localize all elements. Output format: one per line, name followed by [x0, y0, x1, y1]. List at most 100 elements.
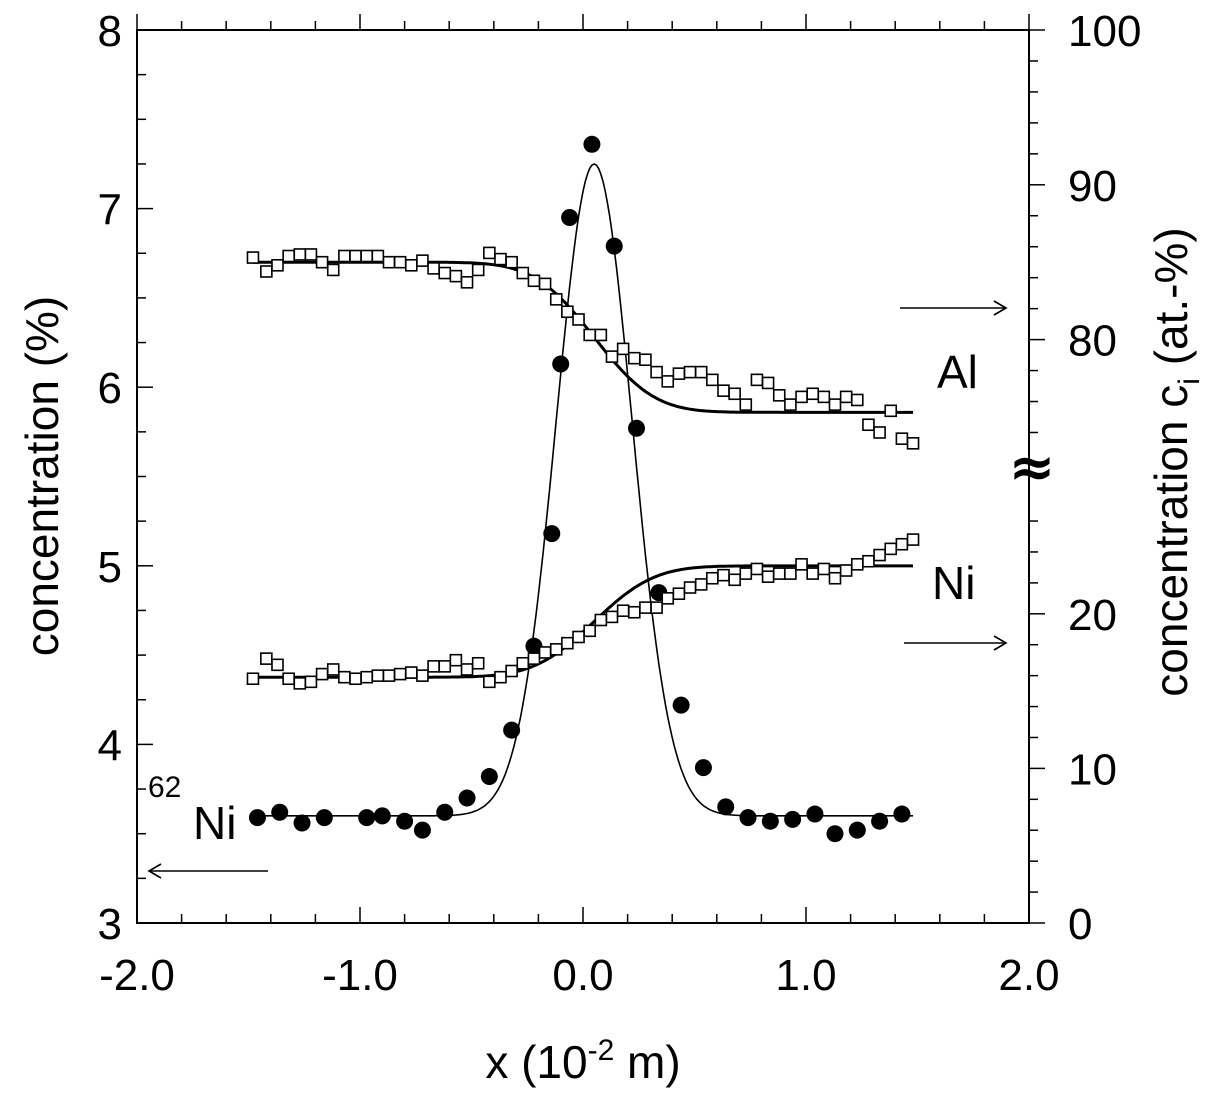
data-points [246, 135, 920, 843]
al-point [583, 328, 596, 342]
al-point [260, 265, 273, 278]
ni-point [315, 667, 329, 681]
ni-point [527, 652, 541, 665]
ni-point [594, 613, 608, 627]
al-point [246, 251, 260, 264]
al-point [795, 390, 808, 404]
ni-point [471, 656, 485, 670]
al-point [605, 350, 619, 363]
al-point [750, 373, 764, 387]
al-point [661, 375, 675, 388]
62ni-point [871, 812, 889, 830]
62ni-point [826, 825, 844, 843]
al-point [784, 398, 797, 411]
y-left-tick-label: 8 [98, 7, 122, 56]
al-point [338, 249, 351, 263]
62ni-point [525, 637, 543, 655]
y-right-tick-label: 0 [1068, 900, 1092, 949]
ni-point [884, 542, 898, 556]
ni-point [672, 587, 686, 601]
ni-point [271, 658, 284, 672]
62ni-point [413, 821, 431, 839]
plot-frame [136, 29, 1030, 924]
ni-point [772, 567, 786, 580]
62ni-point [561, 209, 579, 227]
al-point [850, 393, 864, 407]
al-point [293, 248, 307, 261]
ni-point [839, 564, 853, 577]
62ni-point [503, 721, 521, 739]
x-tick-label: 2.0 [998, 951, 1059, 1000]
ni-point [304, 675, 318, 689]
62ni-point [458, 789, 476, 807]
62ni-point [893, 805, 911, 823]
al-point [817, 390, 831, 404]
62ni-point [672, 696, 690, 714]
al-point [683, 365, 697, 379]
ni-point [583, 624, 596, 638]
y-right-tick-label: 10 [1068, 745, 1117, 794]
al-point [516, 266, 530, 280]
x-tick-label: 0.0 [552, 951, 613, 1000]
al-point [494, 252, 507, 266]
62ni-point [552, 355, 570, 373]
ni-point [338, 670, 351, 684]
ni-point [349, 672, 362, 686]
ni-point [538, 646, 552, 659]
62ni-point [784, 810, 802, 828]
al-point [862, 418, 875, 432]
x-tick-label: 1.0 [775, 951, 836, 1000]
al-point [884, 404, 898, 418]
y-left-tick-label: 4 [98, 721, 122, 770]
al-point [839, 390, 853, 404]
ni-point [828, 571, 842, 585]
al-point [315, 255, 329, 269]
62ni-point [739, 809, 757, 827]
al-point [549, 293, 563, 306]
ni-point [728, 573, 741, 587]
axis-break-symbol: ≈ [1009, 435, 1056, 500]
ni-fit-curve [253, 564, 913, 679]
62ni-point [806, 805, 824, 823]
al-point [371, 249, 385, 263]
y-axis-right-title: concentration ci (at.-%) [1145, 227, 1206, 696]
al-point [404, 258, 418, 272]
ni-point [561, 636, 574, 650]
62ni-point [694, 759, 712, 777]
y-right-tick-label: 100 [1068, 7, 1141, 56]
ni-point [260, 652, 273, 665]
ni-point [706, 571, 719, 585]
ni-point [505, 664, 518, 678]
ni-point [862, 554, 875, 568]
ni-point [326, 663, 340, 676]
ni-point [616, 604, 630, 618]
al-point [873, 426, 886, 439]
ni-point [483, 675, 496, 689]
ni-point [460, 663, 474, 676]
ni-right-axis-arrow [904, 635, 1008, 651]
ni-point [404, 666, 418, 679]
al-point [895, 432, 909, 445]
al-point [505, 255, 518, 269]
al-point [650, 365, 663, 379]
y-left-tick-label: 5 [98, 543, 122, 592]
ni-point [639, 601, 652, 614]
al-point [393, 255, 407, 269]
al-point [672, 367, 686, 380]
al-label: Al [937, 346, 978, 398]
al-point [594, 328, 608, 342]
y-right-tick-label: 20 [1068, 591, 1117, 640]
al-point [449, 269, 463, 283]
62ni-point [583, 135, 601, 153]
al-point [326, 263, 340, 277]
62ni-point [848, 821, 866, 839]
ni-point [650, 601, 663, 614]
al-point [639, 353, 652, 367]
x-axis-title-tail: m) [614, 1036, 680, 1088]
y-axis-right-title-main: concentration c [1145, 385, 1197, 697]
ni-label: Ni [932, 557, 975, 609]
ni-point [784, 567, 797, 580]
ni-point [605, 610, 619, 624]
x-axis-title: x (10-2 m) [485, 1034, 680, 1088]
